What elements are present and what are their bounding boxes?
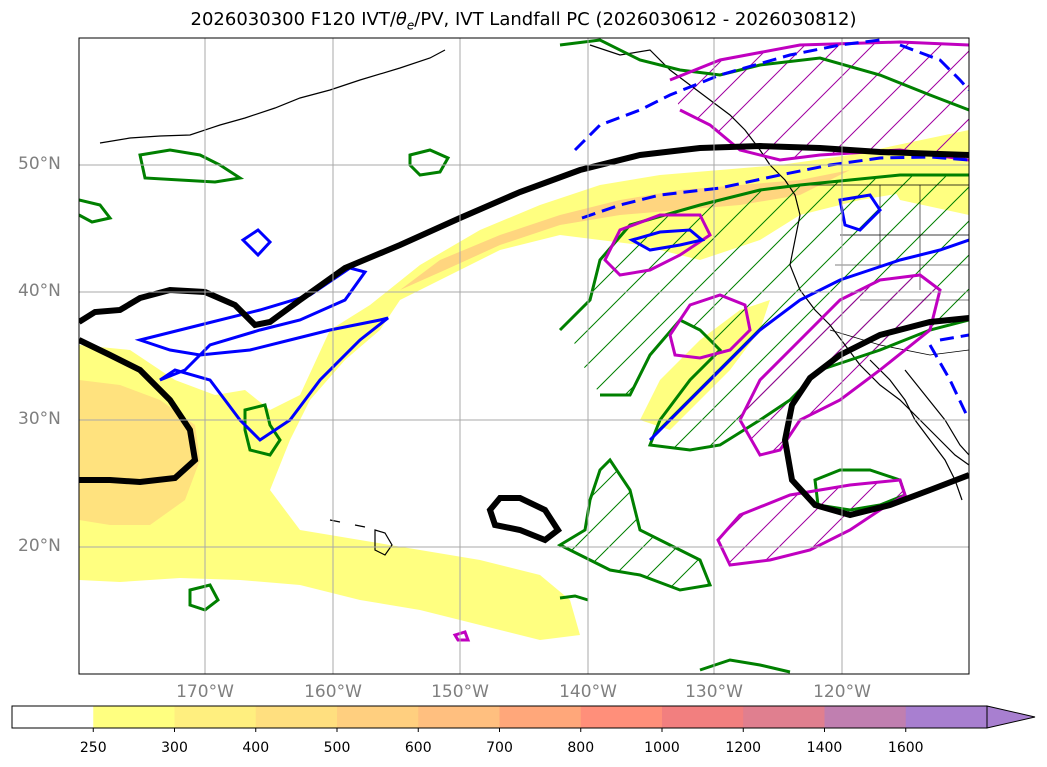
lon-label-170w: 170°W [176,682,234,702]
theta-contour-west [134,266,389,442]
lon-label-150w: 150°W [431,682,489,702]
colorbar-tick-label: 500 [323,740,351,756]
pv-contour-jet [79,142,969,329]
colorbar-segment [905,706,988,728]
us-west-coast [789,214,969,466]
colorbar-tick-label: 800 [567,740,595,756]
colorbar-segment-under [12,706,94,728]
pc-neg-contour-loop-1 [603,213,712,277]
pc-positive-hatch-main [560,175,969,450]
colorbar-segment [418,706,500,728]
state-lines [835,185,969,301]
pc-neg-contour-north [669,40,969,82]
lat-label-30: 30°N [18,409,61,429]
pc-contour-bottom [699,658,791,674]
pv-contour-west [79,337,199,486]
pc-positive-hatch-south [560,460,710,590]
colorbar-tick-label: 600 [404,740,432,756]
colorbar-tick-label: 700 [486,740,513,756]
colorbar-tick-label: 1200 [725,740,762,756]
colorbar-tick-label: 1600 [887,740,924,756]
pc-contour-north [559,38,969,112]
alaska-coast [589,44,771,166]
pc-contour-island-3 [79,198,113,224]
pc-contour-island-1 [138,148,245,184]
pc-contour-island-5 [188,583,220,612]
ivt-shade-west-inner [79,380,200,525]
colorbar-segment [174,706,257,728]
gridlines [79,38,969,674]
pc-negative-hatch-south [718,480,905,565]
colorbar-segment [499,706,582,728]
theta-contour-loop [628,228,706,252]
pc-contour-inner [600,318,969,452]
theta-contour-central [648,238,969,442]
colorbar-tick-label: 1400 [806,740,843,756]
theta-contour-jet [581,155,969,220]
pv-contour-east [781,315,969,519]
aleutian-coast [99,49,446,144]
lon-label-160w: 160°W [304,682,362,702]
theta-contour-small [240,228,273,258]
lon-label-130w: 130°W [685,682,743,702]
colorbar-tick-label: 400 [242,740,270,756]
pc-contour-main [558,173,969,332]
baja-coast [869,359,963,501]
colorbar-segment [662,706,744,728]
lat-label-40: 40°N [18,281,61,301]
colorbar-segment [255,706,338,728]
pc-contour-island-4 [243,403,282,457]
lon-label-140w: 140°W [559,682,617,702]
theta-contour-north [573,38,881,152]
map-frame [78,37,970,675]
pc-contour-small [559,594,589,602]
pc-neg-contour-small [452,630,471,642]
pc-neg-contour-loop-2 [668,293,752,360]
colorbar-tick-label: 1000 [644,740,680,756]
theta-contour-bc [838,193,882,232]
colorbar-tick-label: 250 [79,740,107,756]
pv-contour-cutoff [486,495,563,544]
theta-contour-east [928,333,969,421]
colorbar-extend-arrow [986,705,1036,729]
coastlines [99,44,969,556]
lon-label-120w: 120°W [813,682,871,702]
pv-contours [79,142,969,544]
lat-label-50: 50°N [18,154,61,174]
colorbar-segment [824,706,907,728]
map-title: 2026030300 F120 IVT/θe/PV, IVT Landfall … [190,9,857,33]
lat-label-20: 20°N [18,536,61,556]
colorbar-segment [580,706,663,728]
theta-e-contours [134,38,969,442]
colorbar [11,705,1036,732]
colorbar-segment [337,706,419,728]
colorbar-segment [93,706,175,728]
colorbar-segment [743,706,825,728]
pc-hatch-regions [560,42,969,590]
pc-contour-south [556,457,713,592]
theta-contour-north-east [899,43,969,92]
colorbar-tick-label: 300 [161,740,188,756]
